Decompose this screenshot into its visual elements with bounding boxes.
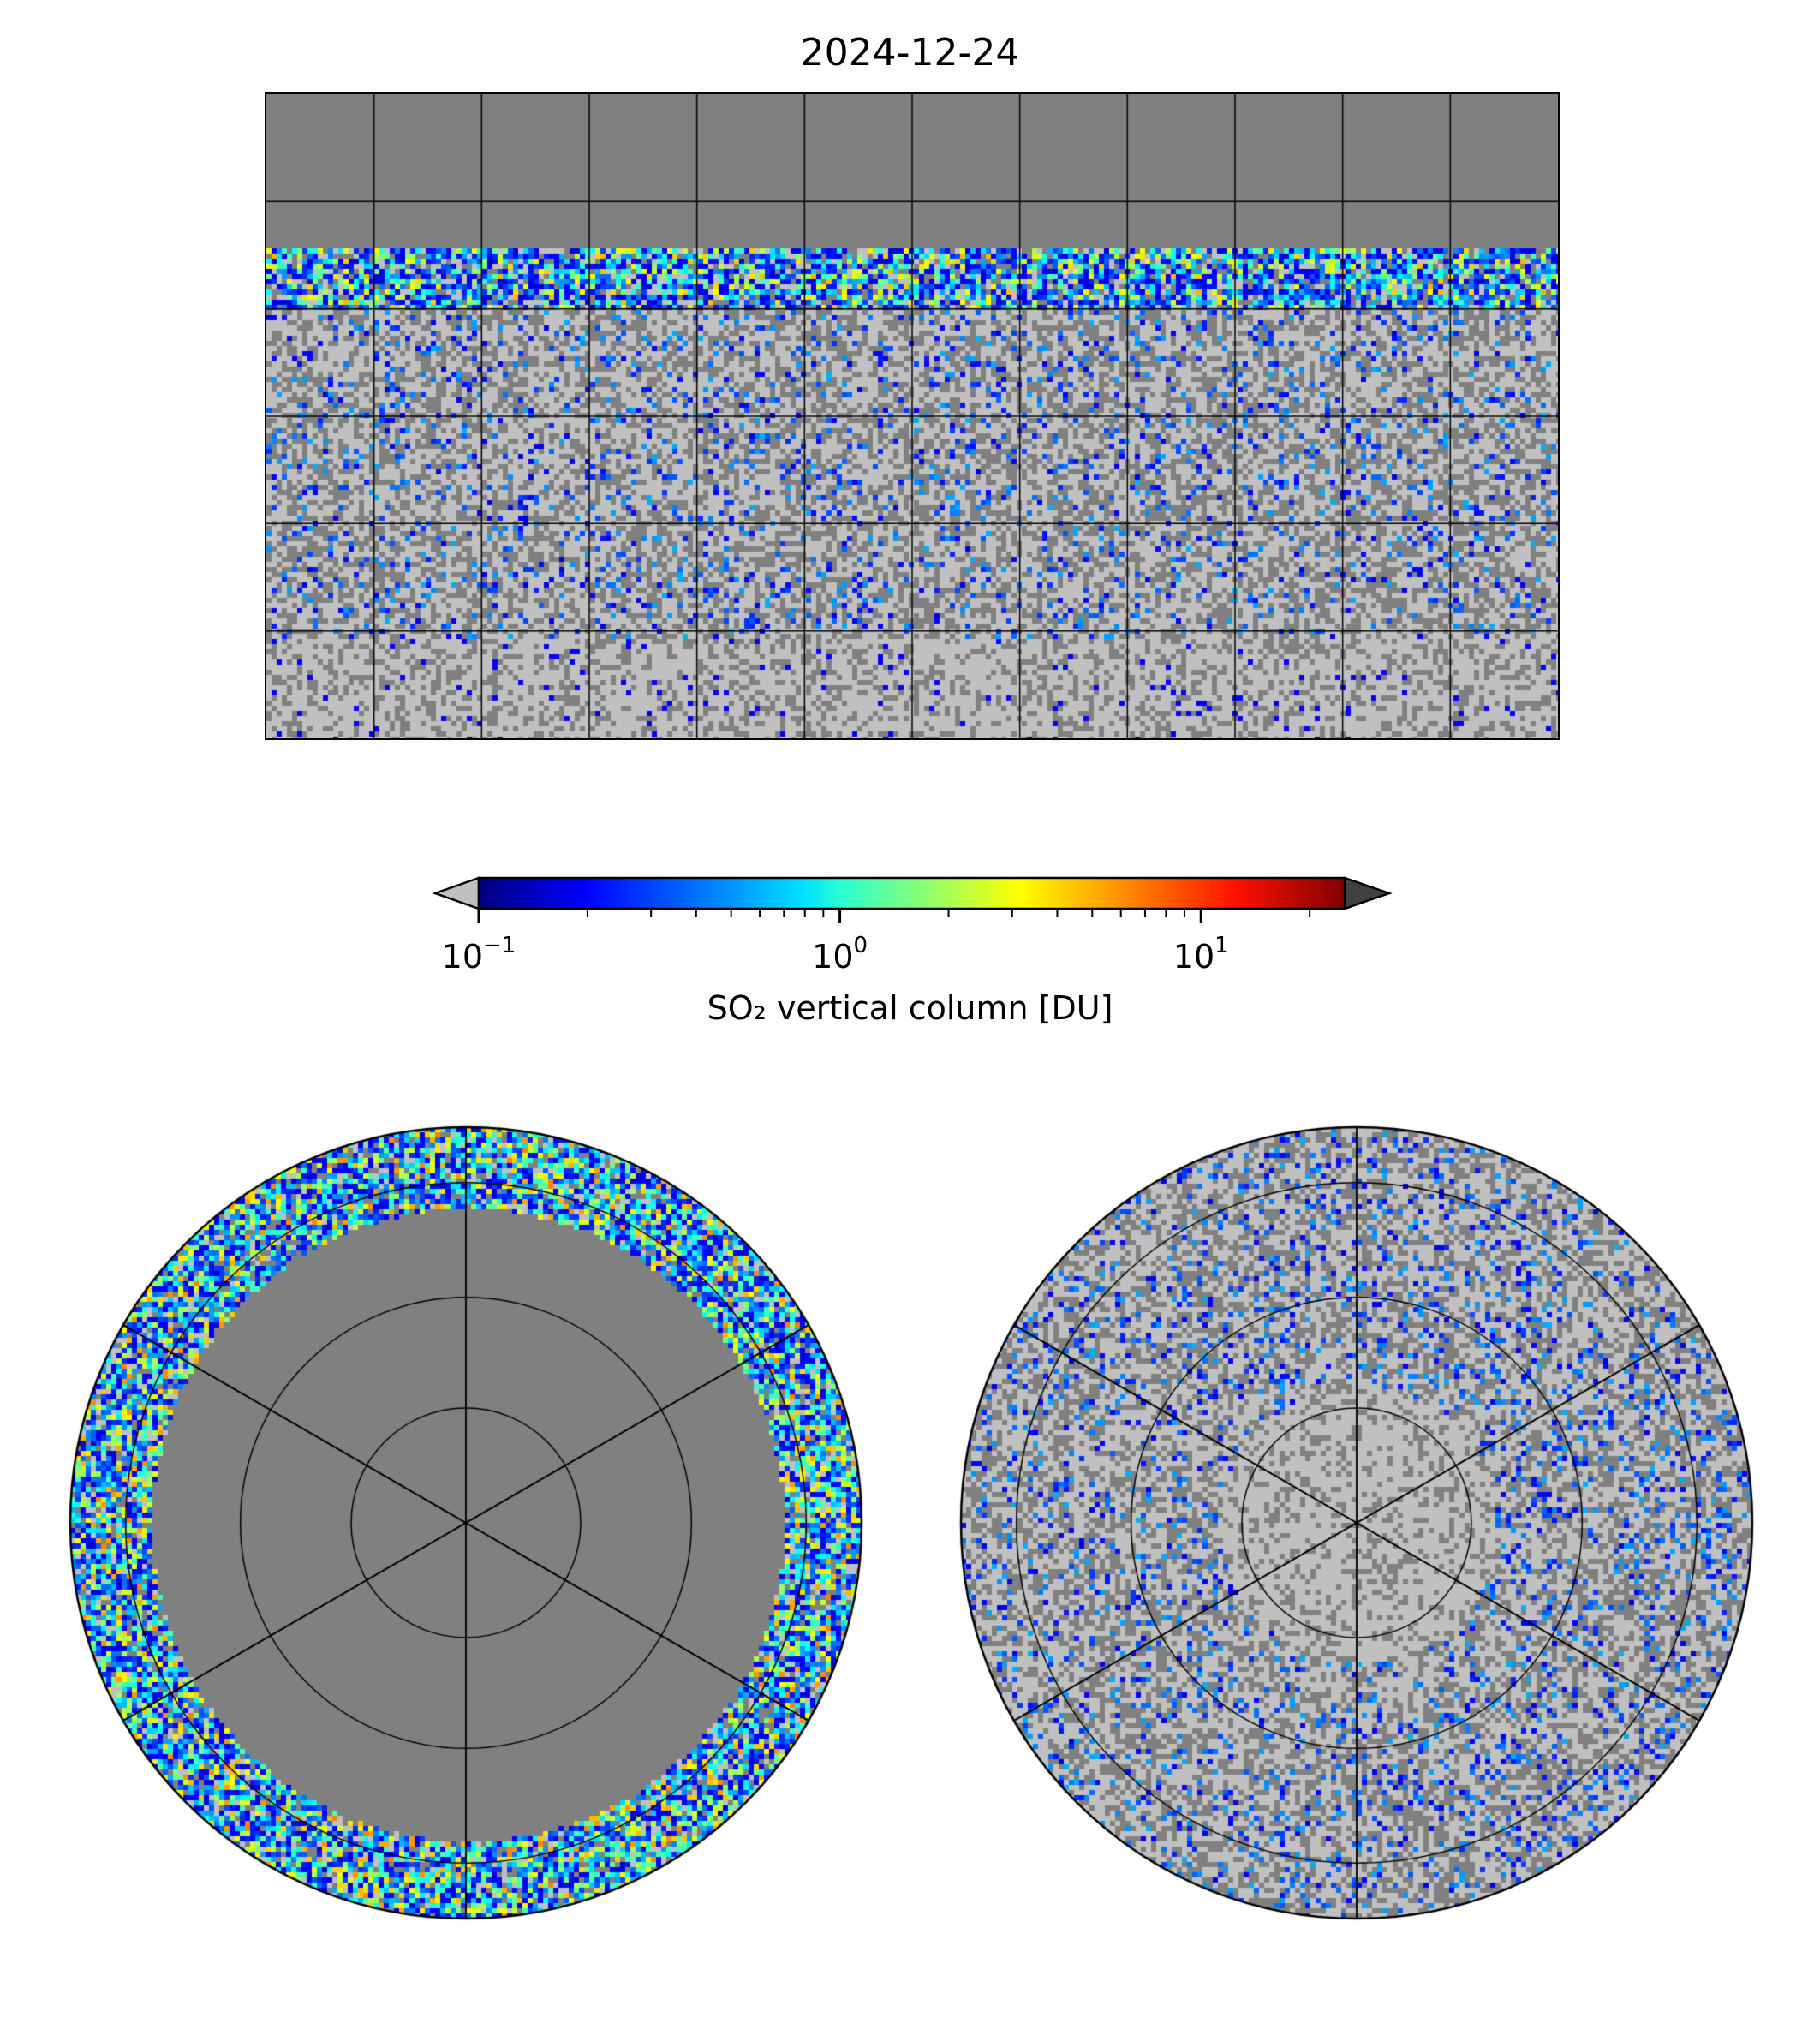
colorbar-ticks [477,909,1311,923]
colorbar-tick-label: 100 [812,933,868,976]
south-polar-map [958,1124,1756,1922]
colorbar-tick-label: 10−1 [441,933,516,976]
north-polar-map [67,1124,865,1922]
colorbar-tick-label: 101 [1173,933,1229,976]
global-map [265,92,1560,740]
colorbar-label: SO₂ vertical column [DU] [707,989,1113,1027]
figure-title: 2024-12-24 [800,31,1020,75]
colorbar-under-arrow [432,876,480,910]
colorbar-gradient [477,876,1346,910]
colorbar-over-arrow [1343,876,1393,910]
